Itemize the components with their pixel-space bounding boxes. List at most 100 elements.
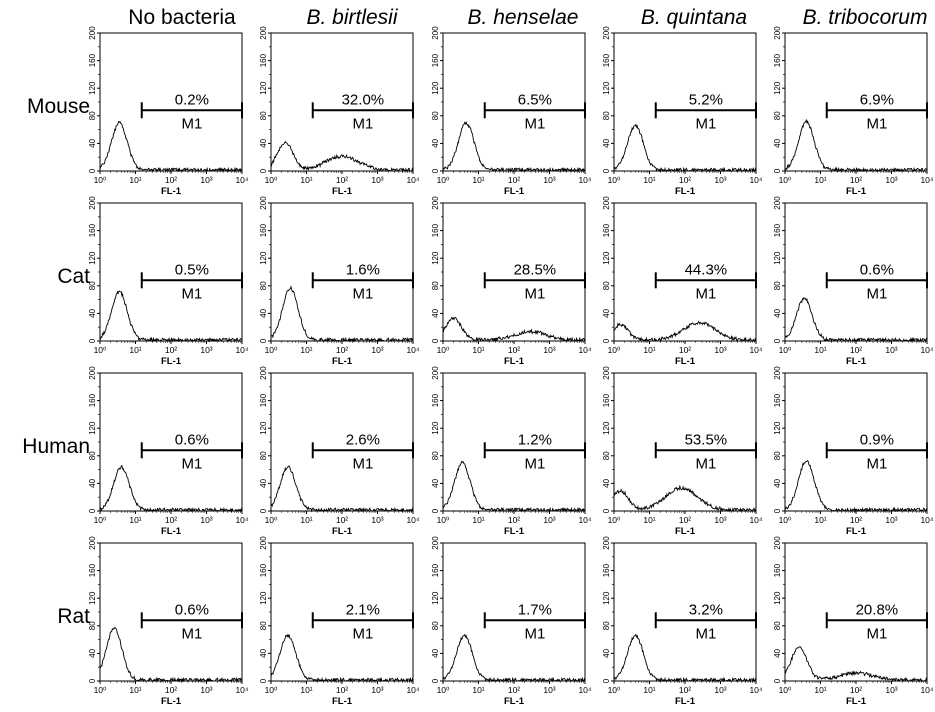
histogram-trace	[442, 633, 586, 683]
plot-frame	[99, 542, 243, 682]
panel-rat-b-birtlesii: 0 40 80 120 160 200 10⁰ 10¹ 10² 10³ 10⁴ FL-1 2.1% M1	[259, 536, 420, 707]
x-tick-label: 10²	[850, 345, 862, 355]
y-tick-label: 120	[773, 591, 782, 605]
gate-m1-label: M1	[866, 625, 887, 642]
y-tick-label: 120	[431, 591, 440, 605]
x-tick-label: 10⁰	[265, 175, 278, 185]
x-tick-label: 10⁰	[779, 515, 792, 525]
column-header-no-bacteria: No bacteria	[128, 6, 236, 29]
y-tick-label: 200	[431, 366, 440, 380]
y-tick-label: 120	[773, 81, 782, 95]
histogram-trace	[613, 320, 757, 343]
x-tick-label: 10⁰	[94, 515, 107, 525]
y-tick-label: 0	[431, 338, 440, 343]
x-tick-label: 10⁴	[406, 175, 419, 185]
plot-frame	[270, 202, 414, 342]
y-tick-label: 160	[602, 223, 611, 237]
y-tick-label: 120	[259, 591, 268, 605]
x-tick-label: 10⁴	[578, 175, 591, 185]
y-tick-label: 80	[602, 111, 611, 120]
x-tick-label: 10¹	[814, 175, 826, 185]
y-tick-label: 40	[602, 478, 611, 487]
x-tick-label: 10⁰	[779, 685, 792, 695]
y-tick-label: 160	[259, 223, 268, 237]
x-tick-label: 10³	[543, 685, 555, 695]
gate-percent-label: 1.2%	[518, 431, 552, 448]
x-tick-label: 10⁰	[265, 685, 278, 695]
y-tick-label: 120	[431, 81, 440, 95]
y-tick-label: 0	[431, 508, 440, 513]
y-tick-label: 40	[773, 648, 782, 657]
gate-percent-label: 0.6%	[175, 601, 209, 618]
x-axis-label: FL-1	[161, 186, 182, 197]
y-tick-label: 80	[773, 451, 782, 460]
panel-cat-b-henselae: 0 40 80 120 160 200 10⁰ 10¹ 10² 10³ 10⁴ FL-1 28.5% M1	[431, 196, 592, 367]
y-tick-label: 0	[773, 508, 782, 513]
y-tick-label: 40	[431, 478, 440, 487]
y-tick-label: 80	[259, 621, 268, 630]
histogram-trace	[99, 120, 242, 173]
y-tick-label: 160	[431, 53, 440, 67]
x-axis-label: FL-1	[846, 696, 867, 707]
gate-percent-label: 3.2%	[689, 601, 723, 618]
column-header-b-birtlesii: B. birtlesii	[306, 6, 398, 29]
x-tick-label: 10²	[508, 345, 520, 355]
panel-mouse-b-henselae: 0 40 80 120 160 200 10⁰ 10¹ 10² 10³ 10⁴ FL-1 6.5% M1	[431, 26, 592, 197]
x-tick-label: 10⁰	[437, 685, 450, 695]
y-tick-label: 40	[431, 308, 440, 317]
x-tick-label: 10³	[543, 175, 555, 185]
y-tick-label: 80	[88, 111, 97, 120]
y-tick-label: 120	[88, 251, 97, 265]
panel-mouse-b-birtlesii: 0 40 80 120 160 200 10⁰ 10¹ 10² 10³ 10⁴ FL-1 32.0% M1	[259, 26, 420, 197]
y-tick-label: 200	[88, 536, 97, 550]
y-tick-label: 120	[602, 421, 611, 435]
y-tick-label: 80	[88, 281, 97, 290]
column-header-b-tribocorum: B. tribocorum	[802, 6, 928, 29]
panel-cat-b-tribocorum: 0 40 80 120 160 200 10⁰ 10¹ 10² 10³ 10⁴ FL-1 0.6% M1	[773, 196, 934, 367]
x-tick-label: 10³	[714, 685, 726, 695]
y-tick-label: 40	[259, 648, 268, 657]
x-tick-label: 10¹	[814, 515, 826, 525]
gate-percent-label: 1.7%	[518, 601, 552, 618]
y-tick-label: 80	[602, 281, 611, 290]
x-tick-label: 10⁴	[920, 345, 933, 355]
y-tick-label: 0	[773, 678, 782, 683]
plot-frame	[442, 542, 586, 682]
gate-percent-label: 5.2%	[689, 91, 723, 108]
x-tick-label: 10³	[885, 175, 897, 185]
y-tick-label: 160	[259, 393, 268, 407]
x-tick-label: 10¹	[472, 175, 484, 185]
y-tick-label: 160	[602, 393, 611, 407]
histogram-trace	[270, 285, 414, 343]
y-tick-label: 120	[259, 251, 268, 265]
y-tick-label: 160	[88, 53, 97, 67]
y-tick-label: 0	[88, 508, 97, 513]
y-tick-label: 160	[431, 563, 440, 577]
plot-frame	[784, 372, 928, 512]
panel-rat-no-bacteria: 0 40 80 120 160 200 10⁰ 10¹ 10² 10³ 10⁴ FL-1 0.6% M1	[88, 536, 249, 707]
x-tick-label: 10⁴	[920, 685, 933, 695]
plot-frame	[270, 372, 414, 512]
y-tick-label: 80	[259, 281, 268, 290]
y-tick-label: 200	[773, 536, 782, 550]
y-tick-label: 0	[431, 678, 440, 683]
y-tick-label: 40	[88, 138, 97, 147]
y-tick-label: 40	[773, 308, 782, 317]
y-tick-label: 120	[431, 251, 440, 265]
x-tick-label: 10²	[508, 515, 520, 525]
y-tick-label: 0	[259, 168, 268, 173]
x-tick-label: 10⁰	[437, 175, 450, 185]
x-axis-label: FL-1	[504, 186, 525, 197]
gate-percent-label: 0.6%	[860, 261, 894, 278]
gate-m1-label: M1	[352, 455, 373, 472]
gate-m1-label: M1	[524, 285, 545, 302]
y-tick-label: 160	[773, 53, 782, 67]
y-tick-label: 80	[259, 111, 268, 120]
y-tick-label: 120	[602, 591, 611, 605]
panel-cat-b-birtlesii: 0 40 80 120 160 200 10⁰ 10¹ 10² 10³ 10⁴ FL-1 1.6% M1	[259, 196, 420, 367]
plot-frame	[99, 32, 243, 172]
y-tick-label: 160	[773, 563, 782, 577]
gate-percent-label: 44.3%	[685, 261, 728, 278]
gate-m1-label: M1	[181, 455, 202, 472]
row-label-rat: Rat	[57, 605, 90, 628]
